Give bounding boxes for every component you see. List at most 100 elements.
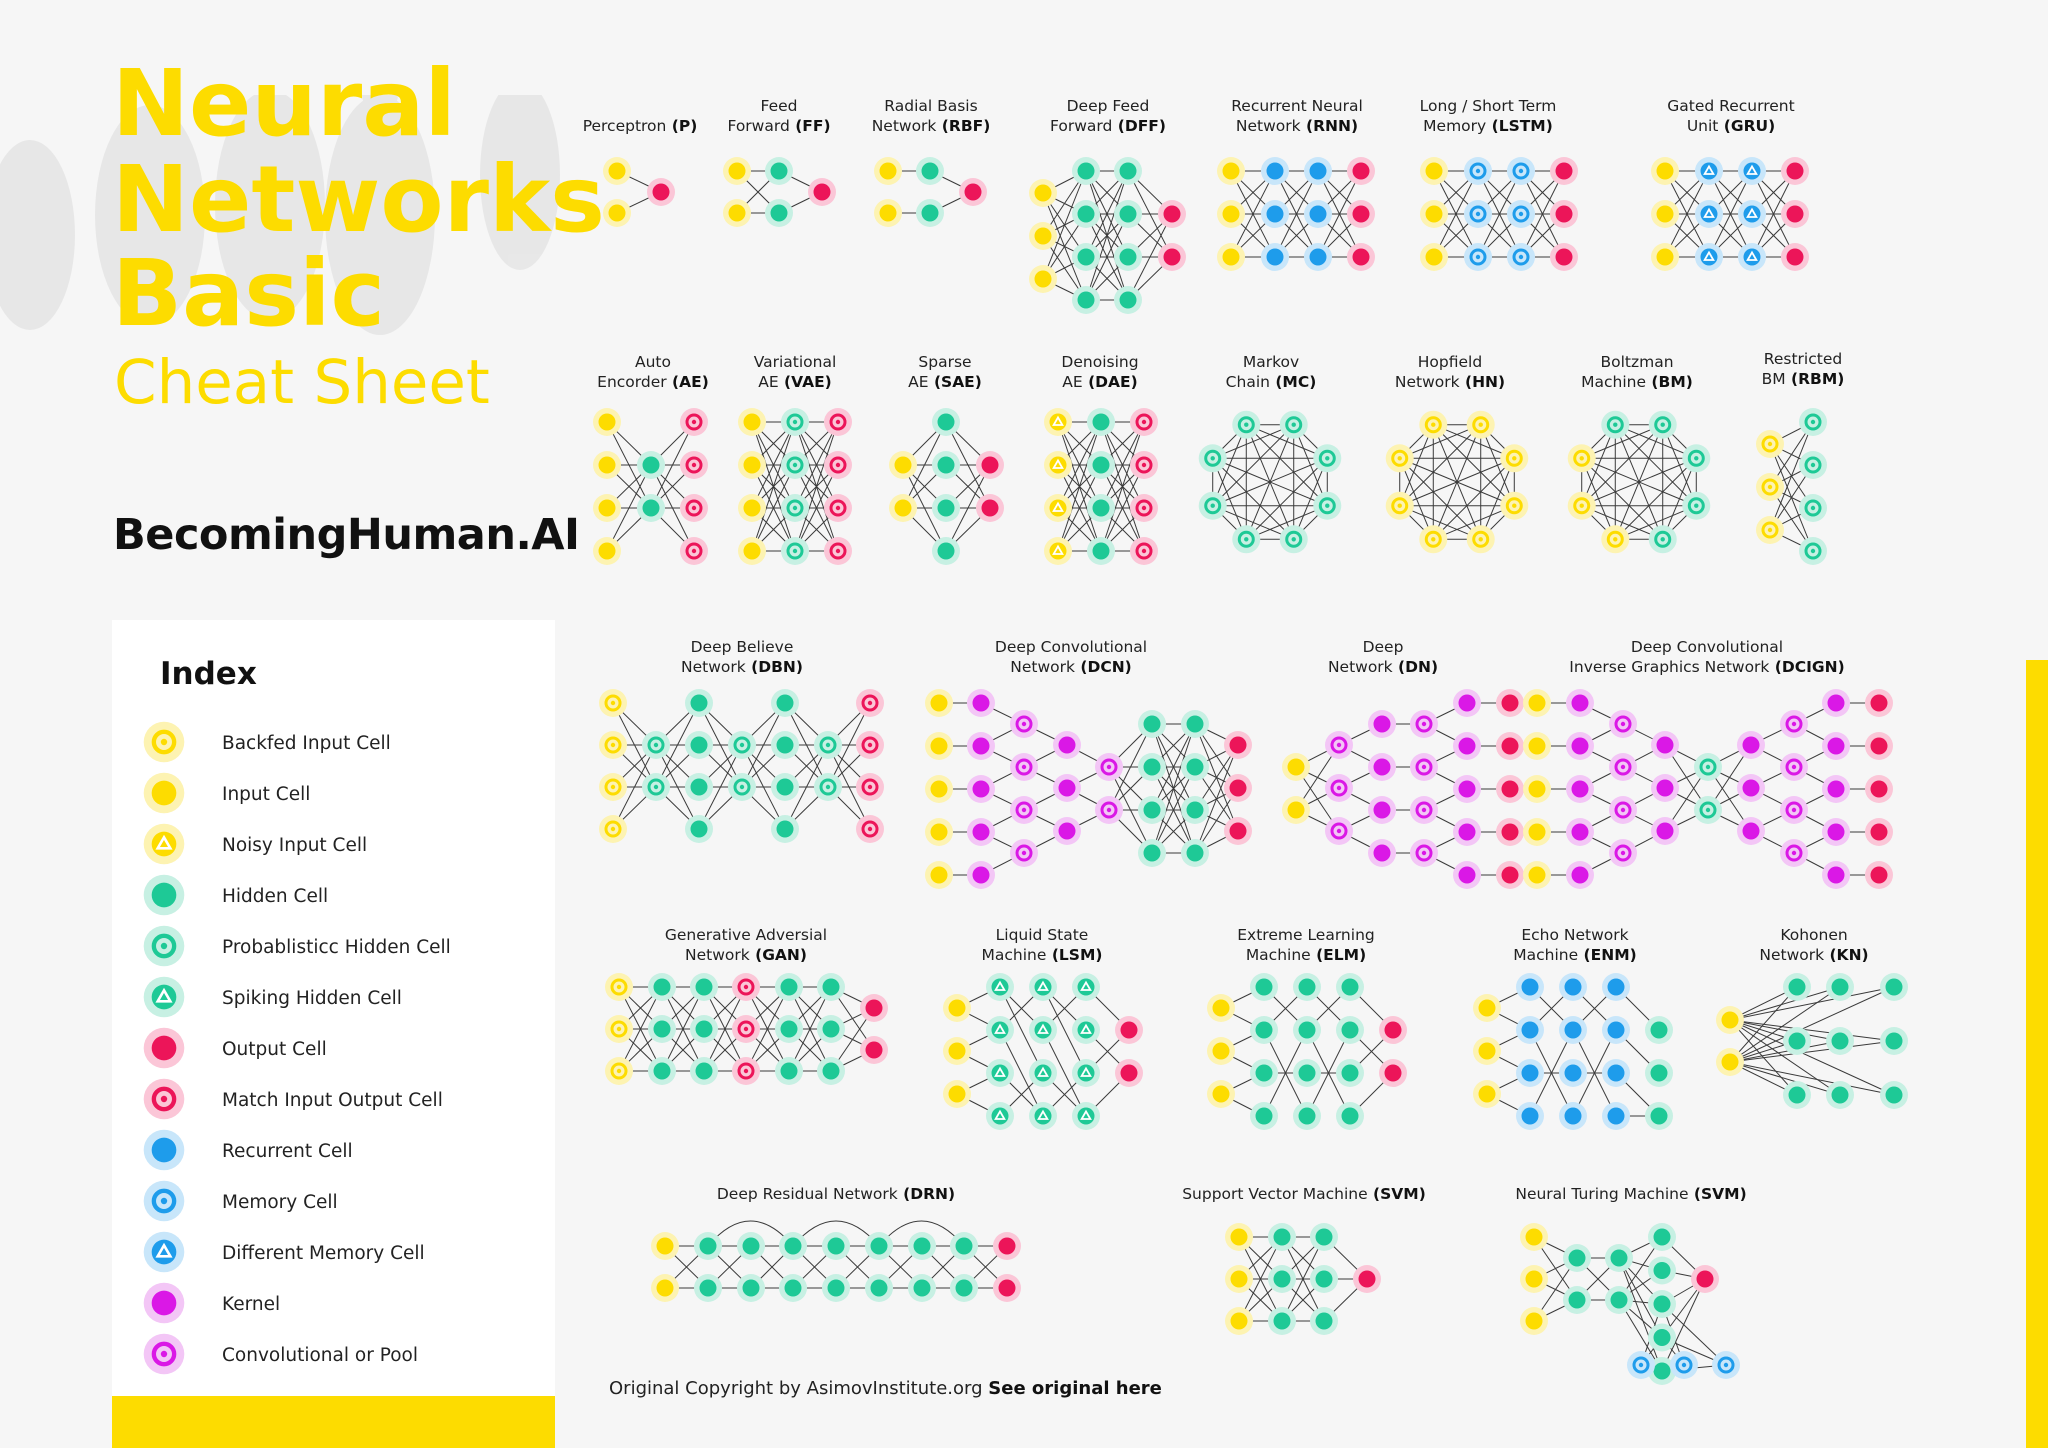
dcn-conv-pool-cell	[1095, 753, 1123, 781]
brand-name[interactable]: BecomingHuman.AI	[113, 510, 580, 560]
rnn-output-cell	[1347, 200, 1375, 228]
legend-conv-pool-icon	[143, 1333, 185, 1375]
enm-recurrent-cell	[1516, 973, 1544, 1001]
svm-hidden-cell	[1268, 1223, 1296, 1251]
svg-text:Memory (LSTM): Memory (LSTM)	[1423, 117, 1553, 135]
lsm-spiking-hidden-cell	[1029, 1102, 1057, 1130]
dcn-hidden-cell	[1181, 753, 1209, 781]
drn-hidden-cell	[779, 1274, 807, 1302]
ntm-memory-cell	[1627, 1351, 1655, 1379]
legend-label: Hidden Cell	[222, 886, 329, 907]
svg-text:Deep Believe: Deep Believe	[691, 638, 794, 656]
dae-match-io-cell	[1130, 537, 1158, 565]
ntm-input-cell	[1520, 1265, 1548, 1293]
dbn-hidden-cell	[771, 815, 799, 843]
svg-text:Liquid State: Liquid State	[996, 926, 1089, 944]
gru-diff-memory-cell	[1738, 243, 1766, 271]
ff-output-cell	[808, 178, 836, 206]
lstm-output-cell	[1550, 200, 1578, 228]
rbm-prob-hidden-cell	[1799, 451, 1827, 479]
gan-match-io-cell	[732, 1015, 760, 1043]
enm-recurrent-cell	[1516, 1102, 1544, 1130]
enm-hidden-cell	[1645, 1102, 1673, 1130]
dn-kernel-cell	[1368, 753, 1396, 781]
label-p: Perceptron (P)	[583, 117, 698, 135]
drn-input-cell	[651, 1232, 679, 1260]
dff-input-cell	[1029, 265, 1057, 293]
enm-recurrent-cell	[1559, 973, 1587, 1001]
legend-spiking-hidden-icon	[143, 976, 185, 1018]
dbn-hidden-cell	[685, 689, 713, 717]
lsm-spiking-hidden-cell	[1029, 1059, 1057, 1087]
lsm-input-cell	[943, 1080, 971, 1108]
sae-hidden-cell	[932, 537, 960, 565]
svg-text:Extreme Learning: Extreme Learning	[1237, 926, 1374, 944]
legend-item-hidden: Hidden Cell	[142, 873, 542, 923]
gan-backfed-input-cell	[605, 1015, 633, 1043]
svg-text:AE (DAE): AE (DAE)	[1062, 373, 1137, 391]
dcign-conv-pool-cell	[1609, 710, 1637, 738]
dcign-input-cell	[1523, 732, 1551, 760]
dn-output-cell	[1496, 732, 1524, 760]
dbn-hidden-cell	[685, 815, 713, 843]
dcn-output-cell	[1224, 817, 1252, 845]
svg-text:Unit (GRU): Unit (GRU)	[1687, 117, 1775, 135]
gru-output-cell	[1781, 157, 1809, 185]
dcign-output-cell	[1865, 861, 1893, 889]
dcign-output-cell	[1865, 689, 1893, 717]
lstm-input-cell	[1420, 157, 1448, 185]
drn-hidden-cell	[737, 1232, 765, 1260]
svg-text:AE (VAE): AE (VAE)	[758, 373, 832, 391]
legend-prob-hidden-icon	[143, 925, 185, 967]
dcign-prob-hidden-cell	[1694, 753, 1722, 781]
dcign-conv-pool-cell	[1780, 753, 1808, 781]
ae-hidden-cell	[637, 494, 665, 522]
vae-input-cell	[738, 451, 766, 479]
label-dcign: Deep Convolutional Inverse Graphics Netwo…	[1569, 638, 1844, 676]
legend-noisy-input-icon	[143, 823, 185, 865]
legend-spiking-hidden-symbol	[143, 976, 185, 1018]
ntm-memory-cell	[1712, 1351, 1740, 1379]
dcn-hidden-cell	[1138, 753, 1166, 781]
dbn-hidden-cell	[685, 731, 713, 759]
svg-text:Deep Feed: Deep Feed	[1067, 97, 1150, 115]
gan-output-cell	[860, 1036, 888, 1064]
legend-label: Spiking Hidden Cell	[222, 988, 402, 1009]
gan-hidden-cell	[775, 1015, 803, 1043]
rbm-backfed-input-cell	[1756, 516, 1784, 544]
dcign-kernel-cell	[1822, 861, 1850, 889]
label-svm: Support Vector Machine (SVM)	[1182, 1185, 1426, 1203]
dcign-kernel-cell	[1566, 818, 1594, 846]
vae-match-io-cell	[824, 537, 852, 565]
lstm-memory-cell	[1464, 243, 1492, 271]
legend-item-conv-pool: Convolutional or Pool	[142, 1332, 542, 1382]
gru-output-cell	[1781, 243, 1809, 271]
vae-input-cell	[738, 494, 766, 522]
dbn-hidden-cell	[685, 773, 713, 801]
legend-diff-memory-symbol	[143, 1231, 185, 1273]
enm-hidden-cell	[1645, 1059, 1673, 1087]
dn-conv-pool-cell	[1410, 753, 1438, 781]
lstm-input-cell	[1420, 200, 1448, 228]
dcign-output-cell	[1865, 775, 1893, 803]
svg-text:Network (RBF): Network (RBF)	[872, 117, 991, 135]
see-original-link[interactable]: See original here	[988, 1378, 1162, 1399]
label-bm: Boltzman Machine (BM)	[1581, 353, 1693, 391]
svm-hidden-cell	[1268, 1265, 1296, 1293]
elm-output-cell	[1379, 1059, 1407, 1087]
rbf-input-cell	[874, 199, 902, 227]
ff-input-cell	[723, 157, 751, 185]
legend-backfed-input-icon	[143, 721, 185, 763]
lsm-input-cell	[943, 994, 971, 1022]
mc-prob-hidden-cell	[1279, 525, 1308, 554]
rbf-output-cell	[959, 178, 987, 206]
svg-text:Sparse: Sparse	[918, 353, 971, 371]
legend-match-io-symbol	[143, 1078, 185, 1120]
ntm-hidden-cell	[1648, 1290, 1676, 1318]
dcign-kernel-cell	[1822, 775, 1850, 803]
bm-cell	[1601, 410, 1630, 439]
mc-prob-hidden-cell	[1198, 444, 1227, 473]
legend-item-kernel: Kernel	[142, 1281, 542, 1331]
label-mc: Markov Chain (MC)	[1226, 353, 1317, 391]
legend-memory-symbol	[143, 1180, 185, 1222]
